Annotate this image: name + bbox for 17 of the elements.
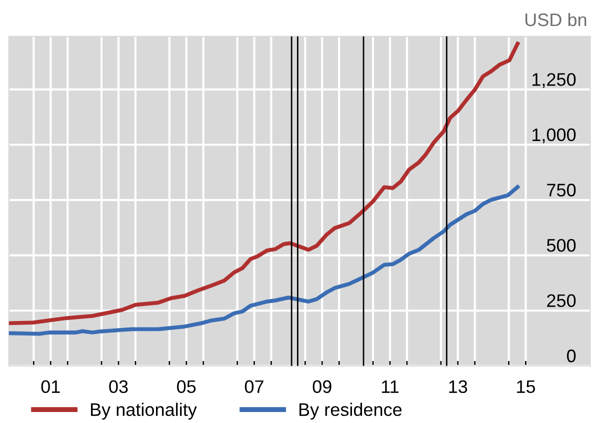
x-tick-label: 05	[177, 380, 196, 394]
y-tick-label: 250	[547, 294, 576, 308]
y-tick-label: 1,250	[532, 73, 576, 88]
y-tick-label: 1,000	[532, 128, 576, 144]
y-tick-label: 0	[567, 350, 576, 362]
text: USD bn	[525, 12, 586, 26]
legend-label: By residence	[299, 402, 402, 420]
legend-label: By nationality	[90, 402, 197, 420]
x-tick-label: 07	[244, 380, 264, 394]
x-tick-label: 11	[382, 380, 398, 393]
x-tick-label: 01	[41, 380, 60, 394]
x-tick-label: 09	[312, 380, 332, 394]
x-tick-label: 03	[109, 380, 128, 394]
y-tick-label: 500	[546, 238, 576, 252]
x-tick-label: 13	[449, 380, 468, 394]
x-tick-label: 15	[517, 380, 536, 394]
y-tick-label: 750	[547, 184, 576, 196]
